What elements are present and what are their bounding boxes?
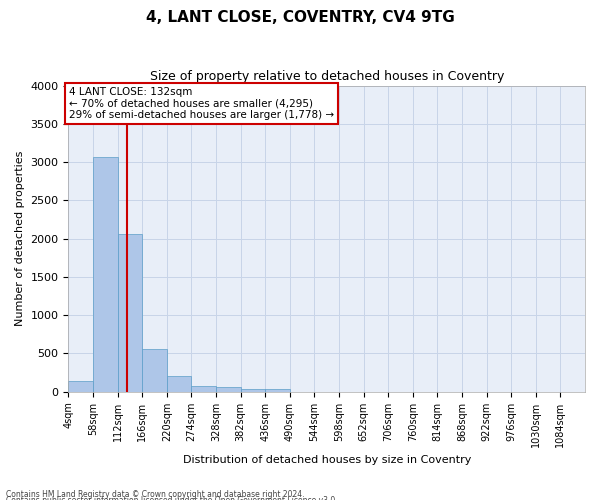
Bar	[142, 349, 167, 392]
Bar	[93, 158, 118, 392]
Bar	[167, 376, 191, 392]
Bar	[216, 388, 241, 392]
Bar	[118, 234, 142, 392]
Text: Contains public sector information licensed under the Open Government Licence v3: Contains public sector information licen…	[6, 496, 338, 500]
Bar	[265, 388, 290, 392]
X-axis label: Distribution of detached houses by size in Coventry: Distribution of detached houses by size …	[182, 455, 471, 465]
Bar	[68, 381, 93, 392]
Text: Contains HM Land Registry data © Crown copyright and database right 2024.: Contains HM Land Registry data © Crown c…	[6, 490, 305, 499]
Text: 4, LANT CLOSE, COVENTRY, CV4 9TG: 4, LANT CLOSE, COVENTRY, CV4 9TG	[146, 10, 454, 25]
Text: 4 LANT CLOSE: 132sqm
← 70% of detached houses are smaller (4,295)
29% of semi-de: 4 LANT CLOSE: 132sqm ← 70% of detached h…	[69, 87, 334, 120]
Y-axis label: Number of detached properties: Number of detached properties	[15, 151, 25, 326]
Bar	[191, 386, 216, 392]
Bar	[241, 388, 265, 392]
Title: Size of property relative to detached houses in Coventry: Size of property relative to detached ho…	[149, 70, 504, 83]
